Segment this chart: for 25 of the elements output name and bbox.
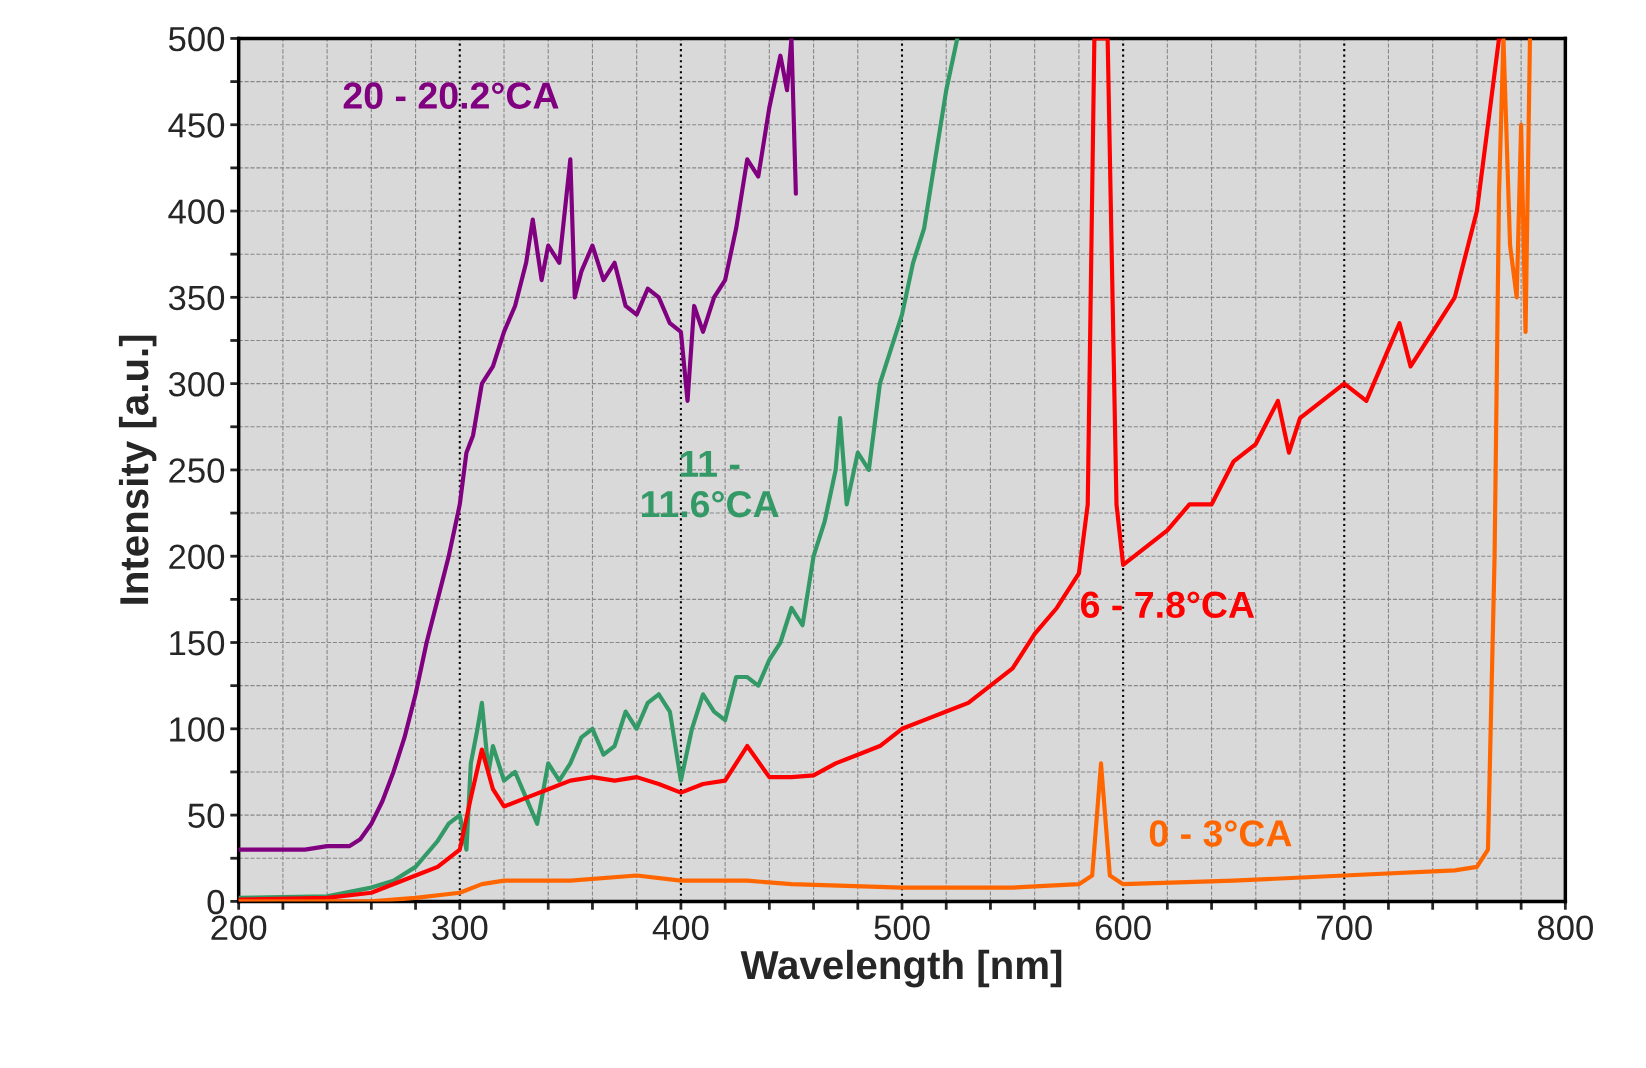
y-tick-label: 100: [170, 717, 225, 742]
y-tick-label: 0: [207, 889, 225, 915]
y-tick-label: 300: [168, 371, 225, 397]
y-tick-label: 250: [169, 458, 225, 483]
y-axis-title: Intensity [a.u.]: [118, 335, 157, 604]
series-label: 20 - 20.2°CA: [343, 82, 559, 109]
x-tick-label: 400: [652, 915, 709, 941]
x-tick-label: 500: [874, 915, 930, 941]
y-tick-label: 400: [168, 199, 225, 224]
series-label: 11 - 11.6°CA: [641, 450, 779, 518]
line-series: [238, 38, 798, 852]
y-tick-label: 50: [188, 803, 225, 829]
y-tick-label: 150: [170, 630, 225, 656]
y-tick-label: 500: [168, 26, 225, 52]
x-tick-label: 200: [211, 915, 267, 941]
y-tick-label: 200: [169, 544, 225, 570]
x-axis-title: Wavelength [nm]: [740, 949, 1062, 988]
series-label: 0 - 3°CA: [1149, 820, 1292, 847]
x-tick-label: 600: [1095, 915, 1151, 941]
series-label: 6 - 7.8°CA: [1080, 591, 1255, 619]
y-tick-label: 350: [168, 285, 225, 311]
x-tick-label: 700: [1317, 915, 1372, 941]
x-tick-label: 800: [1537, 915, 1593, 941]
x-tick-label: 300: [432, 915, 488, 941]
y-tick-label: 450: [168, 113, 225, 138]
